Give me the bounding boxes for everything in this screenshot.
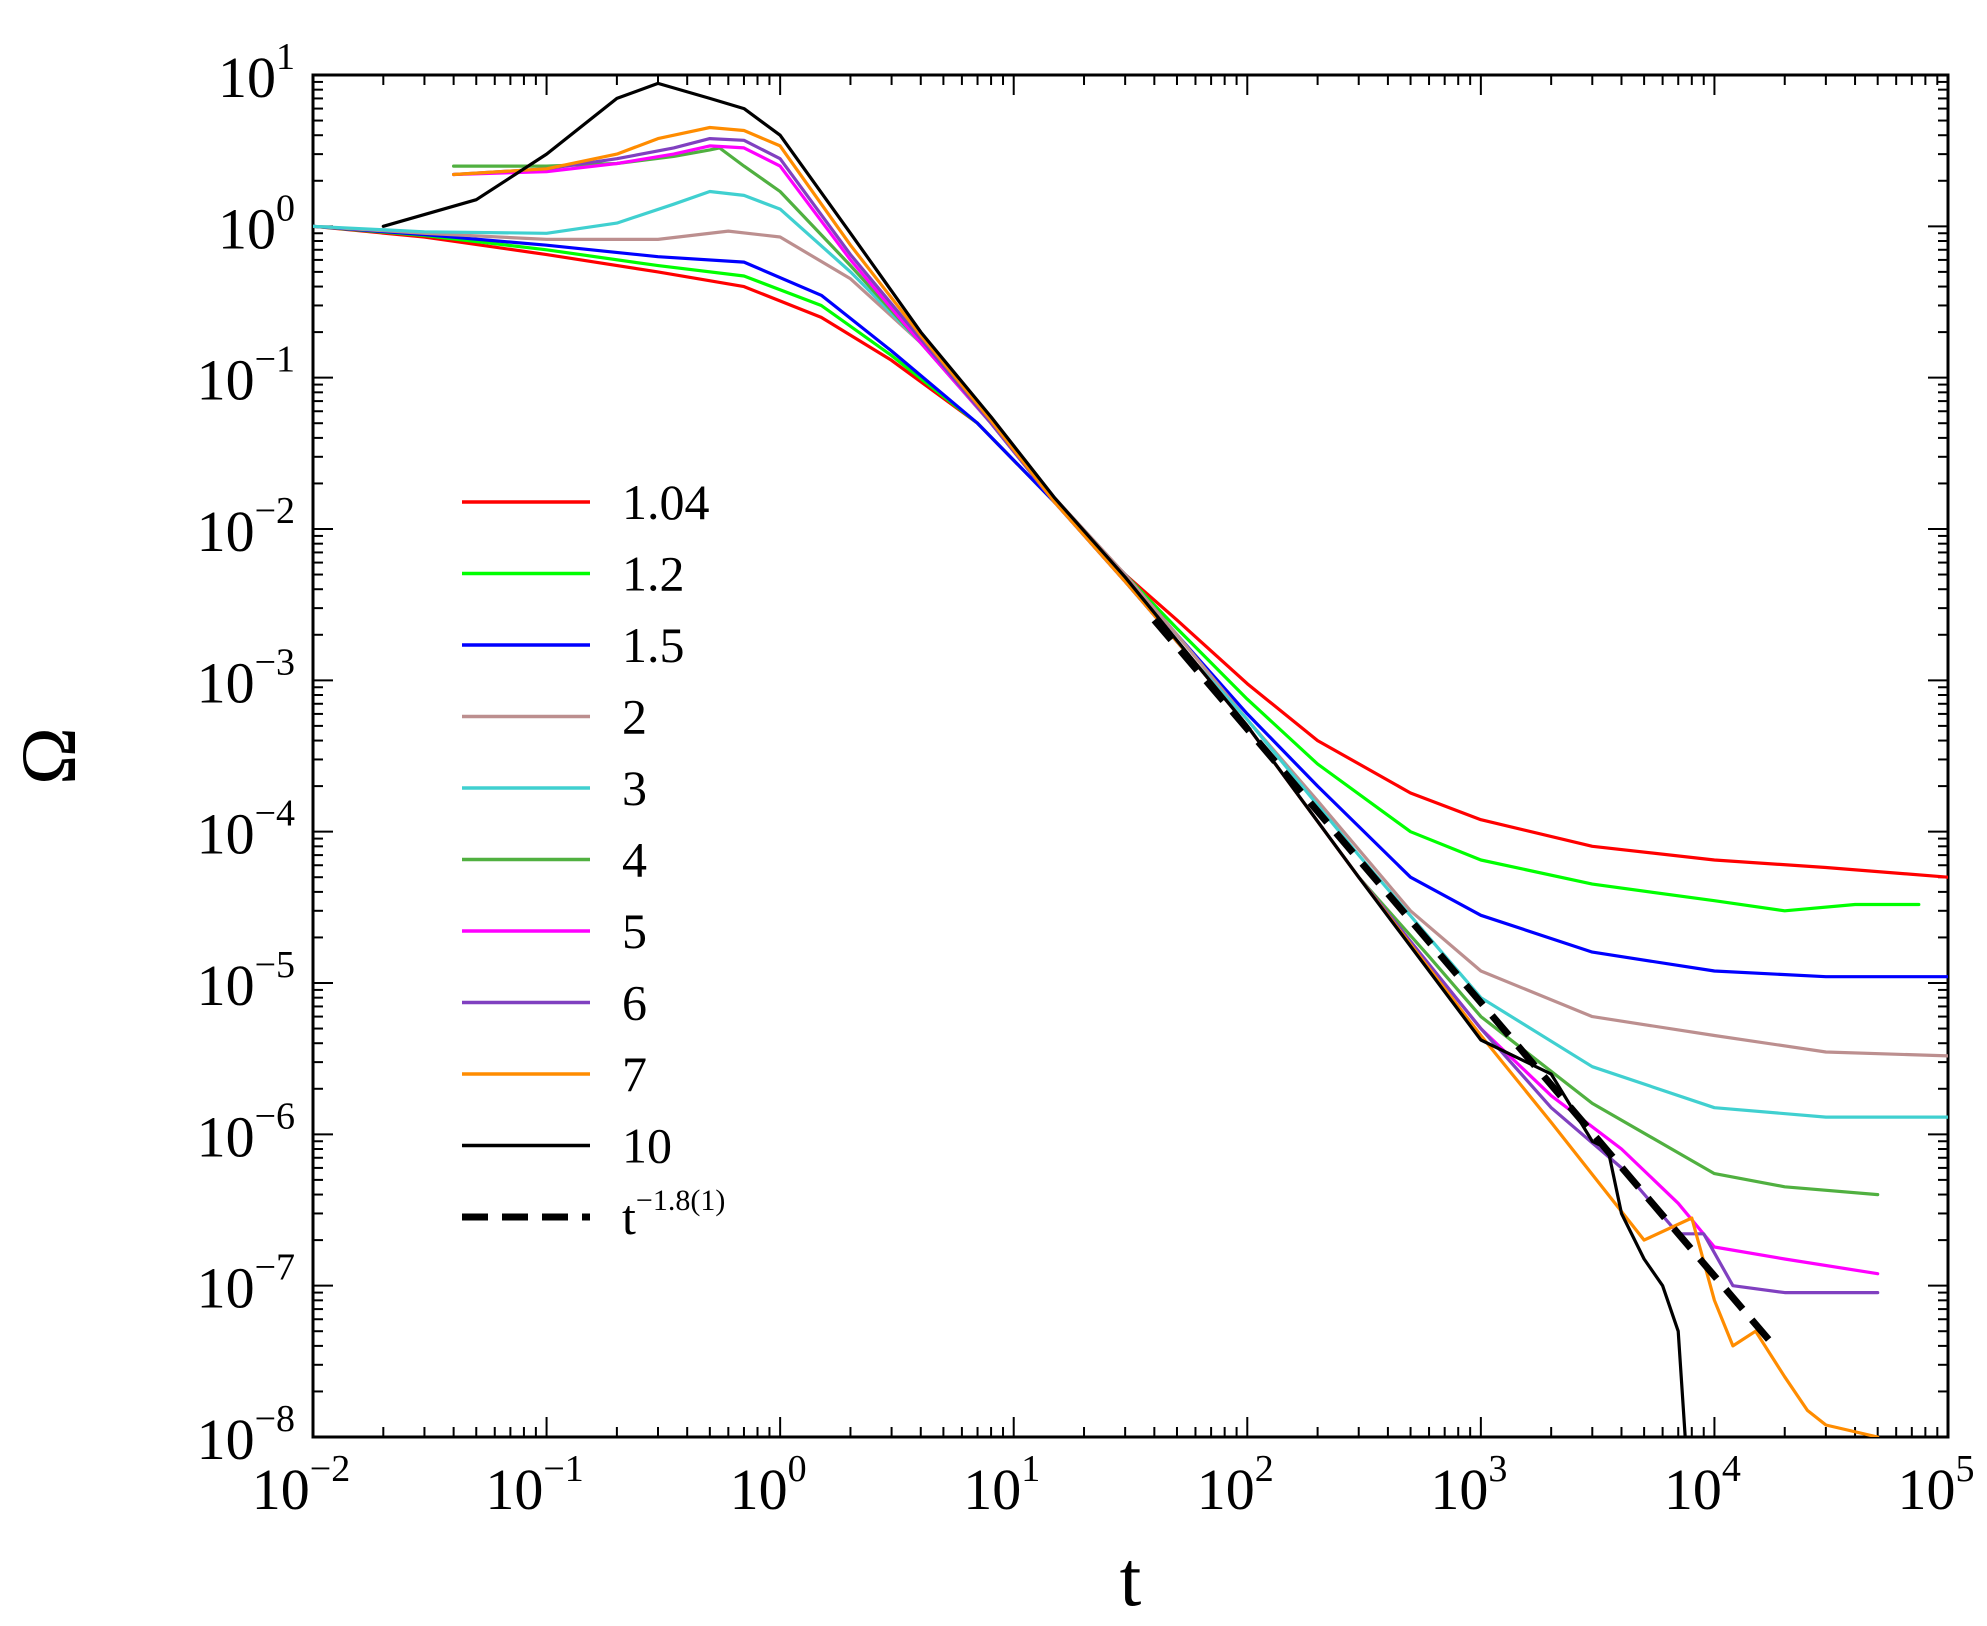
legend-item: 3: [462, 760, 647, 816]
legend-label: t−1.8(1): [622, 1184, 725, 1245]
series-line-1-04: [313, 224, 1948, 879]
legend-label: 3: [622, 760, 647, 816]
axis-ticks: [312, 74, 1949, 1438]
legend-item: 6: [462, 975, 647, 1031]
y-tick-label: 10−8: [197, 1398, 295, 1472]
y-axis-title: Ω: [5, 727, 92, 785]
x-tick-label: 10−1: [485, 1448, 583, 1522]
legend-label: 1.2: [622, 546, 685, 602]
x-axis-title: t: [1120, 1535, 1142, 1622]
x-tick-label: 105: [1898, 1448, 1975, 1522]
legend: 1.04 1.2 1.5 2 3 4 5 6 7 10 t−1.8(1): [462, 474, 725, 1245]
x-tick-label: 103: [1430, 1448, 1507, 1522]
series-line-7: [452, 125, 1880, 1437]
series-line-10: [381, 81, 1687, 1437]
y-tick-label: 10−5: [197, 944, 295, 1018]
legend-label: 6: [622, 975, 647, 1031]
legend-item: 2: [462, 689, 647, 745]
x-tick-label: 100: [730, 1448, 807, 1522]
legend-label: 7: [622, 1046, 647, 1102]
legend-item: t−1.8(1): [462, 1184, 725, 1245]
legend-item: 10: [462, 1118, 672, 1174]
power-law-fit-line: [1151, 617, 1777, 1349]
x-tick-label: 102: [1197, 1448, 1274, 1522]
legend-label: 1.5: [622, 617, 685, 673]
series-line-3: [313, 189, 1948, 1119]
y-tick-label: 10−7: [197, 1247, 295, 1321]
x-tick-labels: 10−2 10−1 100 101 102 103 104 105: [252, 1448, 1975, 1522]
series-line-5: [452, 144, 1880, 1276]
series-line-1-5: [313, 224, 1948, 979]
legend-item: 1.04: [462, 474, 710, 530]
series-layer: [313, 81, 1948, 1437]
legend-label: 10: [622, 1118, 672, 1174]
series-line-1-2: [313, 224, 1921, 913]
legend-label: 5: [622, 903, 647, 959]
x-tick-label: 10−2: [252, 1448, 350, 1522]
plot-frame: [311, 73, 1950, 1439]
y-tick-label: 10−3: [197, 641, 295, 715]
y-tick-label: 10−4: [197, 793, 295, 867]
legend-label: 2: [622, 689, 647, 745]
y-tick-label: 10−1: [197, 339, 295, 413]
legend-item: 5: [462, 903, 647, 959]
legend-item: 7: [462, 1046, 647, 1102]
y-tick-label: 10−6: [197, 1095, 295, 1169]
legend-label: 4: [622, 832, 647, 888]
y-tick-label: 10−2: [197, 490, 295, 564]
y-tick-labels: 101 100 10−1 10−2 10−3 10−4 10−5 10−6 10−7 10−8: [197, 36, 295, 1472]
legend-item: 1.5: [462, 617, 685, 673]
legend-item: 4: [462, 832, 647, 888]
y-tick-label: 100: [218, 187, 295, 261]
legend-label: 1.04: [622, 474, 710, 530]
y-tick-label: 101: [218, 36, 295, 110]
x-tick-label: 101: [963, 1448, 1040, 1522]
x-tick-label: 104: [1664, 1448, 1741, 1522]
legend-item: 1.2: [462, 546, 685, 602]
